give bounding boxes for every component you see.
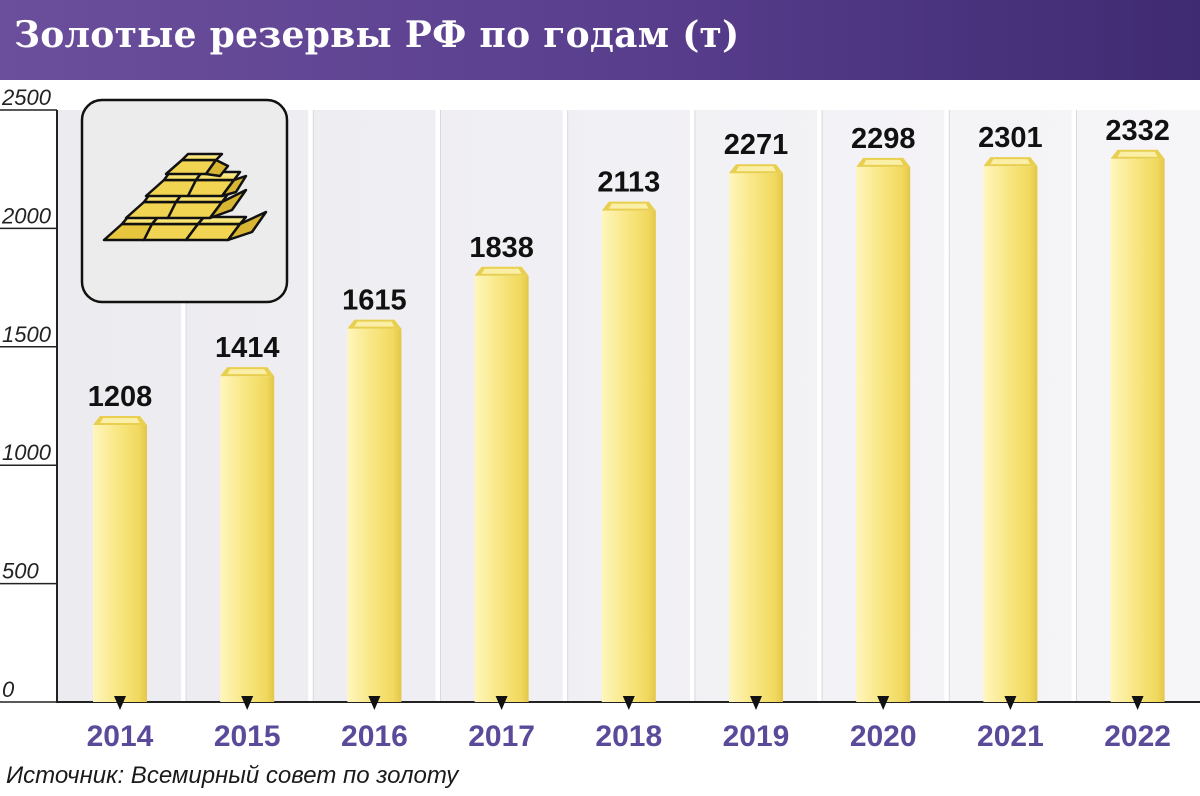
data-label: 2301 bbox=[978, 122, 1043, 154]
bar-cap-highlight bbox=[100, 417, 140, 423]
bar bbox=[601, 210, 656, 702]
bar bbox=[856, 166, 911, 702]
data-label: 1838 bbox=[469, 232, 534, 264]
bar bbox=[729, 173, 783, 703]
bar bbox=[347, 328, 402, 702]
x-tick-label: 2020 bbox=[850, 720, 917, 753]
bar-cap-highlight bbox=[863, 159, 904, 165]
x-tick-label: 2014 bbox=[87, 720, 154, 753]
chart-title: Золотые резервы РФ по годам (т) bbox=[14, 14, 740, 56]
data-label: 2298 bbox=[851, 123, 916, 155]
bars: 1208 2014 1414 2015 1615 2016 1838 2017 2113 2018… bbox=[87, 115, 1171, 753]
bar-cap-highlight bbox=[227, 369, 268, 375]
bar-chart: 0 500 1000 1500 2000 2500 1208 2014 1414 2015 161… bbox=[0, 85, 1200, 753]
x-tick-label: 2022 bbox=[1104, 720, 1171, 753]
x-tick-label: 2021 bbox=[977, 720, 1044, 753]
data-label: 1615 bbox=[342, 285, 407, 317]
bar-cap-highlight bbox=[1117, 151, 1158, 157]
y-tick-label: 1000 bbox=[2, 440, 52, 465]
x-tick-label: 2016 bbox=[341, 720, 408, 753]
data-label: 1414 bbox=[215, 332, 280, 364]
x-tick-marker bbox=[241, 696, 254, 710]
bar-2016: 1615 2016 bbox=[341, 285, 408, 753]
bar bbox=[983, 166, 1038, 703]
bar bbox=[474, 275, 529, 702]
bar-2019: 2271 2019 bbox=[723, 129, 790, 753]
bar-cap-highlight bbox=[990, 159, 1031, 165]
x-tick-marker bbox=[622, 696, 635, 710]
bar-2021: 2301 2021 bbox=[977, 122, 1044, 753]
x-tick-label: 2015 bbox=[214, 720, 281, 753]
gold-bars-icon bbox=[80, 98, 289, 304]
bar-2018: 2113 2018 bbox=[595, 167, 662, 753]
bar-2017: 1838 2017 bbox=[468, 232, 535, 753]
x-tick-marker bbox=[1131, 696, 1144, 710]
x-tick-marker bbox=[750, 696, 762, 710]
x-tick-marker bbox=[1004, 696, 1017, 710]
data-label: 2271 bbox=[724, 129, 789, 161]
x-tick-label: 2018 bbox=[595, 720, 662, 753]
bar bbox=[93, 424, 147, 702]
x-tick-label: 2017 bbox=[468, 720, 535, 753]
x-tick-marker bbox=[114, 696, 126, 710]
bar-2020: 2298 2020 bbox=[850, 123, 917, 753]
data-label: 1208 bbox=[88, 381, 153, 413]
bar bbox=[220, 376, 275, 702]
y-tick-label: 500 bbox=[2, 559, 39, 584]
x-tick-marker bbox=[368, 696, 381, 710]
y-tick-label: 2000 bbox=[1, 203, 52, 228]
data-label: 2113 bbox=[597, 167, 660, 199]
grid-lines bbox=[181, 110, 1077, 702]
x-tick-marker bbox=[877, 696, 890, 710]
x-tick-label: 2019 bbox=[723, 720, 790, 753]
bar-cap-highlight bbox=[481, 268, 522, 274]
y-tick-label: 1500 bbox=[2, 322, 52, 347]
bar-2022: 2332 2022 bbox=[1104, 115, 1171, 753]
y-tick-label: 0 bbox=[2, 677, 15, 702]
y-tick-label: 2500 bbox=[1, 85, 52, 110]
bar-2015: 1414 2015 bbox=[214, 332, 281, 753]
bar bbox=[1110, 158, 1165, 702]
data-label: 2332 bbox=[1105, 115, 1170, 147]
header-banner: Золотые резервы РФ по годам (т) bbox=[0, 0, 1200, 80]
source-note: Источник: Всемирный совет по золоту bbox=[6, 762, 459, 789]
bar-2014: 1208 2014 bbox=[87, 381, 154, 753]
bar-cap-highlight bbox=[354, 321, 395, 327]
bar-cap-highlight bbox=[736, 166, 776, 172]
x-tick-marker bbox=[495, 696, 508, 710]
bar-cap-highlight bbox=[608, 203, 649, 209]
